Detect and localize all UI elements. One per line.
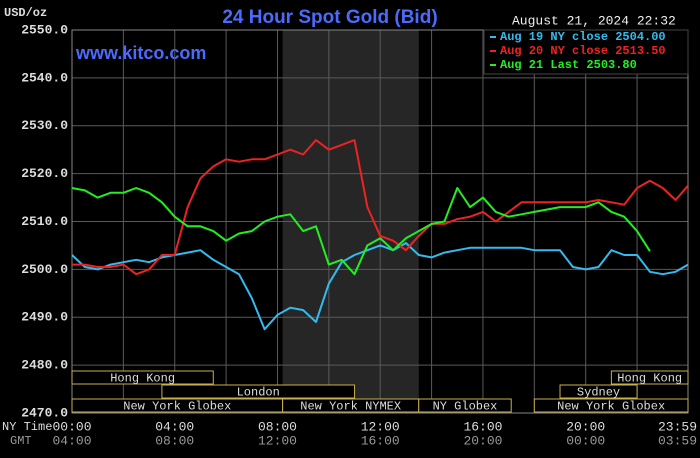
legend-label: Aug 20 NY close 2513.50 [500,44,666,58]
y-tick-label: 2500.0 [21,262,68,277]
y-tick-label: 2470.0 [21,405,68,420]
session-label: Hong Kong [617,372,682,386]
gmt-label: GMT [10,434,32,448]
plot-frame [71,29,689,414]
y-tick-label: 2540.0 [21,70,68,85]
session-box [418,398,512,413]
session-label: London [237,386,280,400]
legend-label: Aug 21 Last 2503.80 [500,58,637,72]
session-box [71,370,214,385]
x-tick-label: 12:00 [361,419,400,434]
legend-box [483,29,689,75]
x-tick-label: 08:00 [258,419,297,434]
session-label: New York Globex [123,400,231,414]
y-tick-label: 2480.0 [21,358,68,373]
price-line [72,139,689,276]
watermark: www.kitco.com [75,43,206,63]
price-line [71,187,651,276]
session-label: Sydney [577,386,620,400]
y-tick-label: 2490.0 [21,310,68,325]
y-tick-label: 2550.0 [21,22,68,37]
session-box [559,384,638,399]
y-tick-label: 2530.0 [21,118,68,133]
x-tick-label-gmt: 08:00 [155,433,194,448]
x-tick-label: 04:00 [155,419,194,434]
timestamp: August 21, 2024 22:32 [512,13,676,28]
session-label: NY Globex [433,400,498,414]
session-box [610,370,689,385]
x-tick-label-gmt: 04:00 [52,433,91,448]
x-tick-label-gmt: 12:00 [258,433,297,448]
x-tick-label-gmt: 00:00 [566,433,605,448]
session-box [533,398,689,413]
session-label: New York NYMEX [300,400,401,414]
y-tick-label: 2510.0 [21,214,68,229]
y-tick-label: 2520.0 [21,166,68,181]
ny-time-label: NY Time [2,420,52,434]
legend-label: Aug 19 NY close 2504.00 [500,30,666,44]
x-tick-label-gmt: 16:00 [361,433,400,448]
session-box [161,384,356,399]
x-tick-label-gmt: 20:00 [463,433,502,448]
chart-title: 24 Hour Spot Gold (Bid) [222,7,437,28]
x-tick-label: 20:00 [566,419,605,434]
x-tick-label: 23:59 [658,419,697,434]
session-label: New York Globex [557,400,665,414]
y-axis-unit: USD/oz [4,6,47,20]
x-tick-label: 16:00 [463,419,502,434]
x-tick-label-gmt: 03:59 [658,433,697,448]
session-label: Hong Kong [110,372,175,386]
x-tick-label: 00:00 [52,419,91,434]
